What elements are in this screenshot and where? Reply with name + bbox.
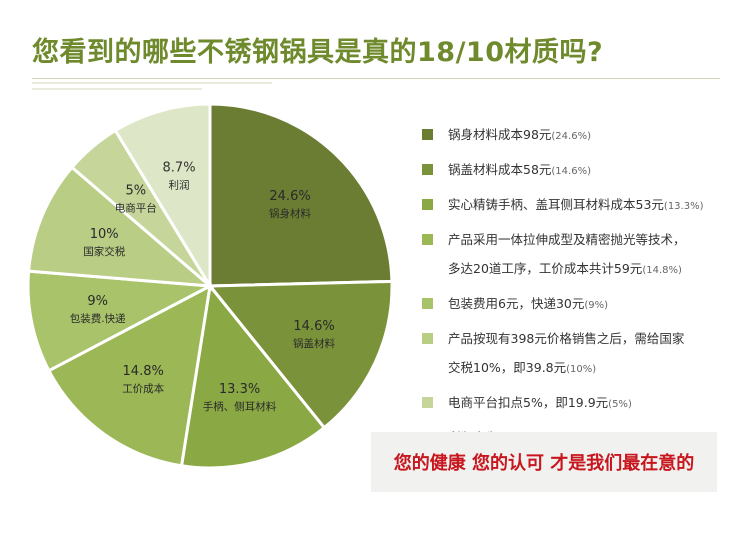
pie-slice-2 xyxy=(179,282,327,470)
legend-percent: (10%) xyxy=(566,364,597,375)
legend-swatch xyxy=(422,234,433,245)
legend-swatch xyxy=(422,397,433,408)
legend-percent: (13.3%) xyxy=(663,201,704,212)
legend-swatch xyxy=(422,333,433,344)
legend-percent: (14.6%) xyxy=(551,166,591,177)
pie-slice-7 xyxy=(113,102,212,292)
pie-slice-5 xyxy=(26,165,215,288)
pie-slice-3 xyxy=(46,283,212,468)
slice-category-label: 利润 xyxy=(169,179,190,192)
legend-text: 产品采用一体拉伸成型及精密抛光等技术， xyxy=(448,232,686,247)
legend-text: 实心精铸手柄、盖耳侧耳材料成本53元(13.3%) xyxy=(448,197,704,212)
slice-category-label: 锅盖材料 xyxy=(293,337,335,350)
legend-item: 产品按现有398元价格销售之后，需给国家 交税10%，即39.8元(10%) xyxy=(422,328,732,380)
legend-text: 锅身材料成本98元(24.6%) xyxy=(448,127,591,142)
legend-swatch xyxy=(422,199,433,210)
slice-percent-label: 14.8% xyxy=(123,364,164,379)
legend-item: 锅盖材料成本58元(14.6%) xyxy=(422,159,732,182)
legend-text: 电商平台扣点5%，即19.9元(5%) xyxy=(448,395,632,410)
slice-percent-label: 14.6% xyxy=(293,319,334,334)
page-title: 您看到的哪些不锈钢锅具是真的18/10材质吗? xyxy=(32,37,604,68)
legend-item: 产品采用一体拉伸成型及精密抛光等技术， 多达20道工序，工价成本共计59元(14.… xyxy=(422,229,732,281)
legend-text: 交税10%，即39.8元(10%) xyxy=(448,360,597,375)
legend-text: 多达20道工序，工价成本共计59元(14.8%) xyxy=(448,261,682,276)
slice-percent-label: 24.6% xyxy=(269,189,310,204)
legend-item: 电商平台扣点5%，即19.9元(5%) xyxy=(422,392,732,415)
legend-text: 锅盖材料成本58元(14.6%) xyxy=(448,162,591,177)
legend-swatch xyxy=(422,129,433,140)
pie-slice-1 xyxy=(206,279,394,430)
legend-percent: (14.8%) xyxy=(642,265,682,276)
slice-percent-label: 9% xyxy=(87,294,108,309)
legend-percent: (24.6%) xyxy=(551,131,591,142)
legend-item: 实心精铸手柄、盖耳侧耳材料成本53元(13.3%) xyxy=(422,194,732,217)
legend-item: 包装费用6元，快递30元(9%) xyxy=(422,293,732,316)
title-divider xyxy=(32,78,720,79)
legend-swatch xyxy=(422,164,433,175)
slogan-banner: 您的健康 您的认可 才是我们最在意的 xyxy=(371,432,717,492)
slogan-text: 您的健康 您的认可 才是我们最在意的 xyxy=(393,453,695,474)
slice-category-label: 包装费.快递 xyxy=(70,312,126,325)
slice-category-label: 国家交税 xyxy=(83,245,125,258)
pie-slice-0 xyxy=(208,102,394,288)
legend-item: 锅身材料成本98元(24.6%) xyxy=(422,124,732,147)
slice-percent-label: 10% xyxy=(90,227,119,242)
slice-percent-label: 5% xyxy=(125,184,146,199)
slice-category-label: 电商平台 xyxy=(115,202,157,215)
legend-percent: (9%) xyxy=(584,300,609,311)
slice-category-label: 手柄、侧耳材料 xyxy=(203,400,277,413)
decorative-line xyxy=(32,88,202,90)
legend-percent: (5%) xyxy=(608,399,632,410)
legend-text: 产品按现有398元价格销售之后，需给国家 xyxy=(448,331,685,346)
slice-percent-label: 13.3% xyxy=(219,382,260,397)
slice-category-label: 锅身材料 xyxy=(269,207,311,220)
decorative-line xyxy=(32,82,272,84)
pie-slice-4 xyxy=(26,269,216,373)
legend-swatch xyxy=(422,298,433,309)
slice-category-label: 工价成本 xyxy=(122,382,164,395)
legend-text: 包装费用6元，快递30元(9%) xyxy=(448,296,609,311)
slice-percent-label: 8.7% xyxy=(163,161,196,176)
legend: 锅身材料成本98元(24.6%) 锅盖材料成本58元(14.6%) 实心精铸手柄、盖… xyxy=(422,124,732,450)
